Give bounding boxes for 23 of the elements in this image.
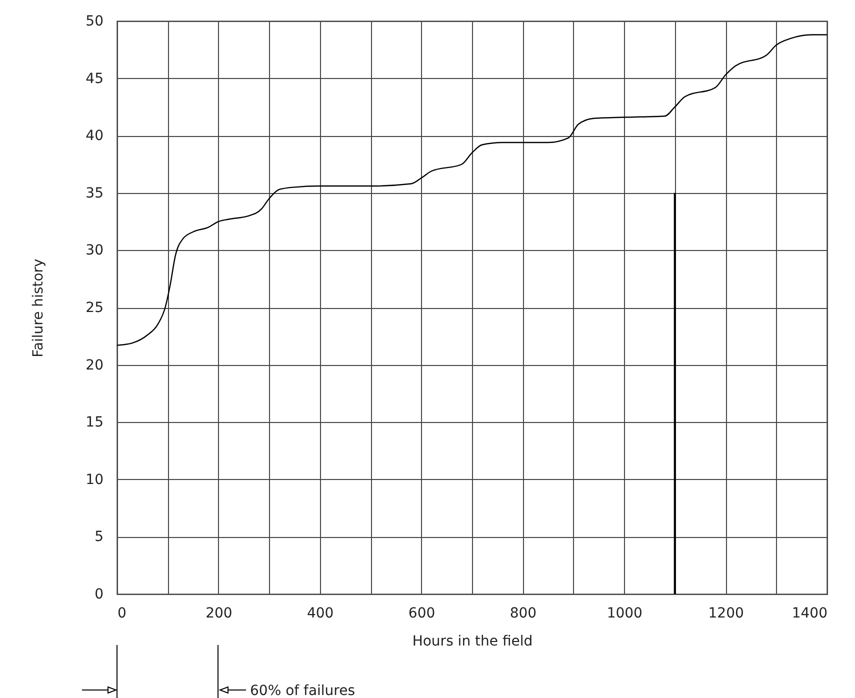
line-series xyxy=(117,34,827,346)
x-tick-label: 0 xyxy=(118,606,126,622)
x-tick-label: 1400 xyxy=(792,606,828,622)
y-tick-label: 40 xyxy=(86,128,104,144)
x-tick-label: 1200 xyxy=(708,606,744,622)
x-tick-label: 200 xyxy=(206,606,232,622)
y-tick-label: 25 xyxy=(86,300,104,316)
x-tick-label: 400 xyxy=(306,606,334,622)
y-tick-label: 30 xyxy=(86,242,104,259)
y-tick-label: 45 xyxy=(86,70,104,87)
y-tick-label: 35 xyxy=(86,185,104,202)
text: 60% of failures xyxy=(250,683,356,698)
y-tick-label: 15 xyxy=(86,414,104,431)
x-axis-title: Hours in the field xyxy=(412,634,533,650)
y-tick-label: 50 xyxy=(86,14,104,30)
x-tick-label: 600 xyxy=(408,606,436,622)
y-tick-label: 0 xyxy=(94,586,104,602)
y-tick-label: 5 xyxy=(94,529,104,546)
y-tick-label: 20 xyxy=(86,357,104,374)
y-axis-title: Failure history xyxy=(30,258,47,358)
x-tick-label: 800 xyxy=(510,606,537,622)
x-tick-label: 1000 xyxy=(606,606,642,622)
y-tick-label: 10 xyxy=(86,472,104,488)
